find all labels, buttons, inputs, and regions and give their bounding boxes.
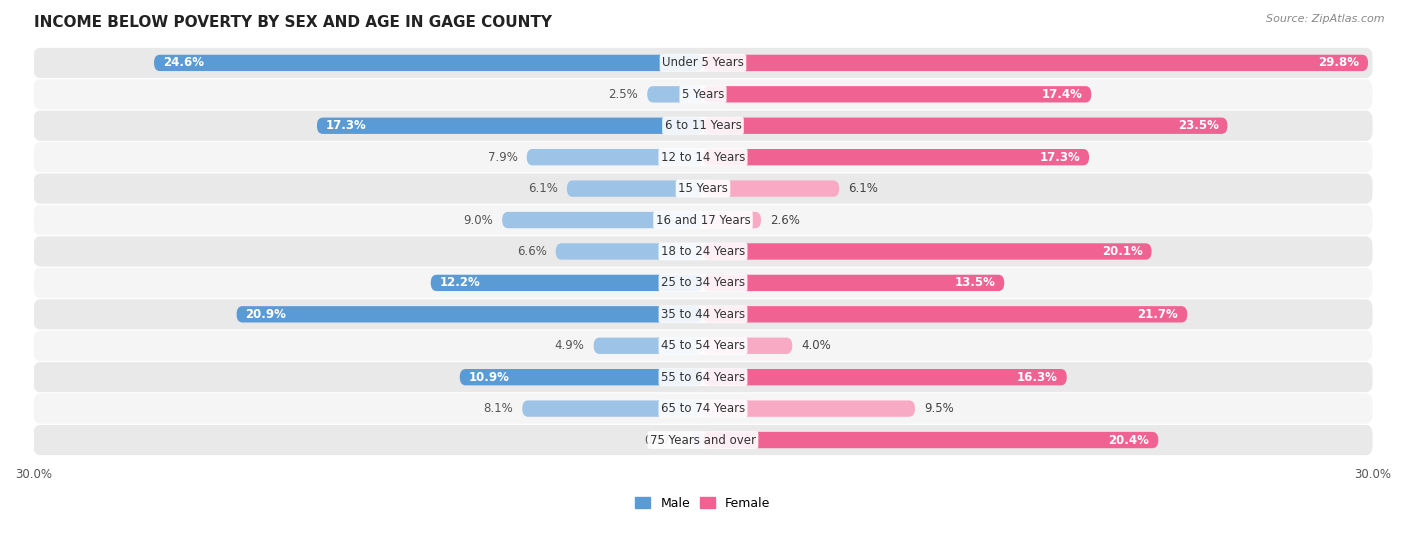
Text: 2.5%: 2.5%: [609, 88, 638, 101]
Text: 4.9%: 4.9%: [555, 339, 585, 352]
FancyBboxPatch shape: [690, 432, 703, 448]
Text: 0.57%: 0.57%: [644, 434, 682, 447]
Text: 7.9%: 7.9%: [488, 151, 517, 164]
Text: 6 to 11 Years: 6 to 11 Years: [665, 119, 741, 132]
FancyBboxPatch shape: [34, 142, 1372, 172]
FancyBboxPatch shape: [703, 306, 1187, 323]
Text: 20.9%: 20.9%: [246, 308, 287, 321]
Legend: Male, Female: Male, Female: [630, 492, 776, 515]
Text: 16.3%: 16.3%: [1017, 371, 1057, 383]
Text: 13.5%: 13.5%: [955, 276, 995, 290]
FancyBboxPatch shape: [236, 306, 703, 323]
FancyBboxPatch shape: [155, 55, 703, 71]
Text: INCOME BELOW POVERTY BY SEX AND AGE IN GAGE COUNTY: INCOME BELOW POVERTY BY SEX AND AGE IN G…: [34, 15, 551, 30]
FancyBboxPatch shape: [34, 362, 1372, 392]
Text: 18 to 24 Years: 18 to 24 Years: [661, 245, 745, 258]
FancyBboxPatch shape: [527, 149, 703, 165]
FancyBboxPatch shape: [34, 394, 1372, 424]
FancyBboxPatch shape: [703, 117, 1227, 134]
FancyBboxPatch shape: [460, 369, 703, 385]
Text: 25 to 34 Years: 25 to 34 Years: [661, 276, 745, 290]
Text: 17.3%: 17.3%: [1039, 151, 1080, 164]
FancyBboxPatch shape: [647, 86, 703, 102]
Text: Under 5 Years: Under 5 Years: [662, 56, 744, 69]
FancyBboxPatch shape: [555, 243, 703, 259]
Text: 12 to 14 Years: 12 to 14 Years: [661, 151, 745, 164]
Text: 8.1%: 8.1%: [484, 402, 513, 415]
Text: 23.5%: 23.5%: [1178, 119, 1219, 132]
FancyBboxPatch shape: [34, 331, 1372, 361]
FancyBboxPatch shape: [34, 173, 1372, 203]
FancyBboxPatch shape: [502, 212, 703, 228]
Text: 20.4%: 20.4%: [1108, 434, 1149, 447]
Text: 6.6%: 6.6%: [517, 245, 547, 258]
FancyBboxPatch shape: [703, 338, 792, 354]
Text: 35 to 44 Years: 35 to 44 Years: [661, 308, 745, 321]
Text: 29.8%: 29.8%: [1317, 56, 1360, 69]
Text: 12.2%: 12.2%: [440, 276, 481, 290]
Text: 9.5%: 9.5%: [924, 402, 953, 415]
Text: 17.3%: 17.3%: [326, 119, 367, 132]
FancyBboxPatch shape: [703, 432, 1159, 448]
Text: 65 to 74 Years: 65 to 74 Years: [661, 402, 745, 415]
FancyBboxPatch shape: [34, 236, 1372, 267]
Text: 15 Years: 15 Years: [678, 182, 728, 195]
Text: 17.4%: 17.4%: [1042, 88, 1083, 101]
Text: 10.9%: 10.9%: [468, 371, 509, 383]
FancyBboxPatch shape: [34, 425, 1372, 455]
Text: 16 and 17 Years: 16 and 17 Years: [655, 214, 751, 226]
Text: 45 to 54 Years: 45 to 54 Years: [661, 339, 745, 352]
Text: 75 Years and over: 75 Years and over: [650, 434, 756, 447]
Text: 2.6%: 2.6%: [770, 214, 800, 226]
Text: Source: ZipAtlas.com: Source: ZipAtlas.com: [1267, 14, 1385, 24]
FancyBboxPatch shape: [703, 212, 761, 228]
FancyBboxPatch shape: [703, 243, 1152, 259]
FancyBboxPatch shape: [34, 48, 1372, 78]
Text: 4.0%: 4.0%: [801, 339, 831, 352]
Text: 55 to 64 Years: 55 to 64 Years: [661, 371, 745, 383]
FancyBboxPatch shape: [703, 274, 1004, 291]
Text: 20.1%: 20.1%: [1102, 245, 1143, 258]
FancyBboxPatch shape: [703, 86, 1091, 102]
FancyBboxPatch shape: [522, 400, 703, 417]
FancyBboxPatch shape: [430, 274, 703, 291]
FancyBboxPatch shape: [593, 338, 703, 354]
Text: 6.1%: 6.1%: [529, 182, 558, 195]
Text: 6.1%: 6.1%: [848, 182, 877, 195]
FancyBboxPatch shape: [34, 299, 1372, 329]
FancyBboxPatch shape: [703, 400, 915, 417]
FancyBboxPatch shape: [703, 181, 839, 197]
FancyBboxPatch shape: [34, 268, 1372, 298]
Text: 21.7%: 21.7%: [1137, 308, 1178, 321]
FancyBboxPatch shape: [34, 111, 1372, 141]
FancyBboxPatch shape: [703, 369, 1067, 385]
Text: 5 Years: 5 Years: [682, 88, 724, 101]
Text: 24.6%: 24.6%: [163, 56, 204, 69]
FancyBboxPatch shape: [567, 181, 703, 197]
FancyBboxPatch shape: [34, 79, 1372, 110]
FancyBboxPatch shape: [316, 117, 703, 134]
FancyBboxPatch shape: [703, 55, 1368, 71]
Text: 9.0%: 9.0%: [464, 214, 494, 226]
FancyBboxPatch shape: [34, 205, 1372, 235]
FancyBboxPatch shape: [703, 149, 1090, 165]
